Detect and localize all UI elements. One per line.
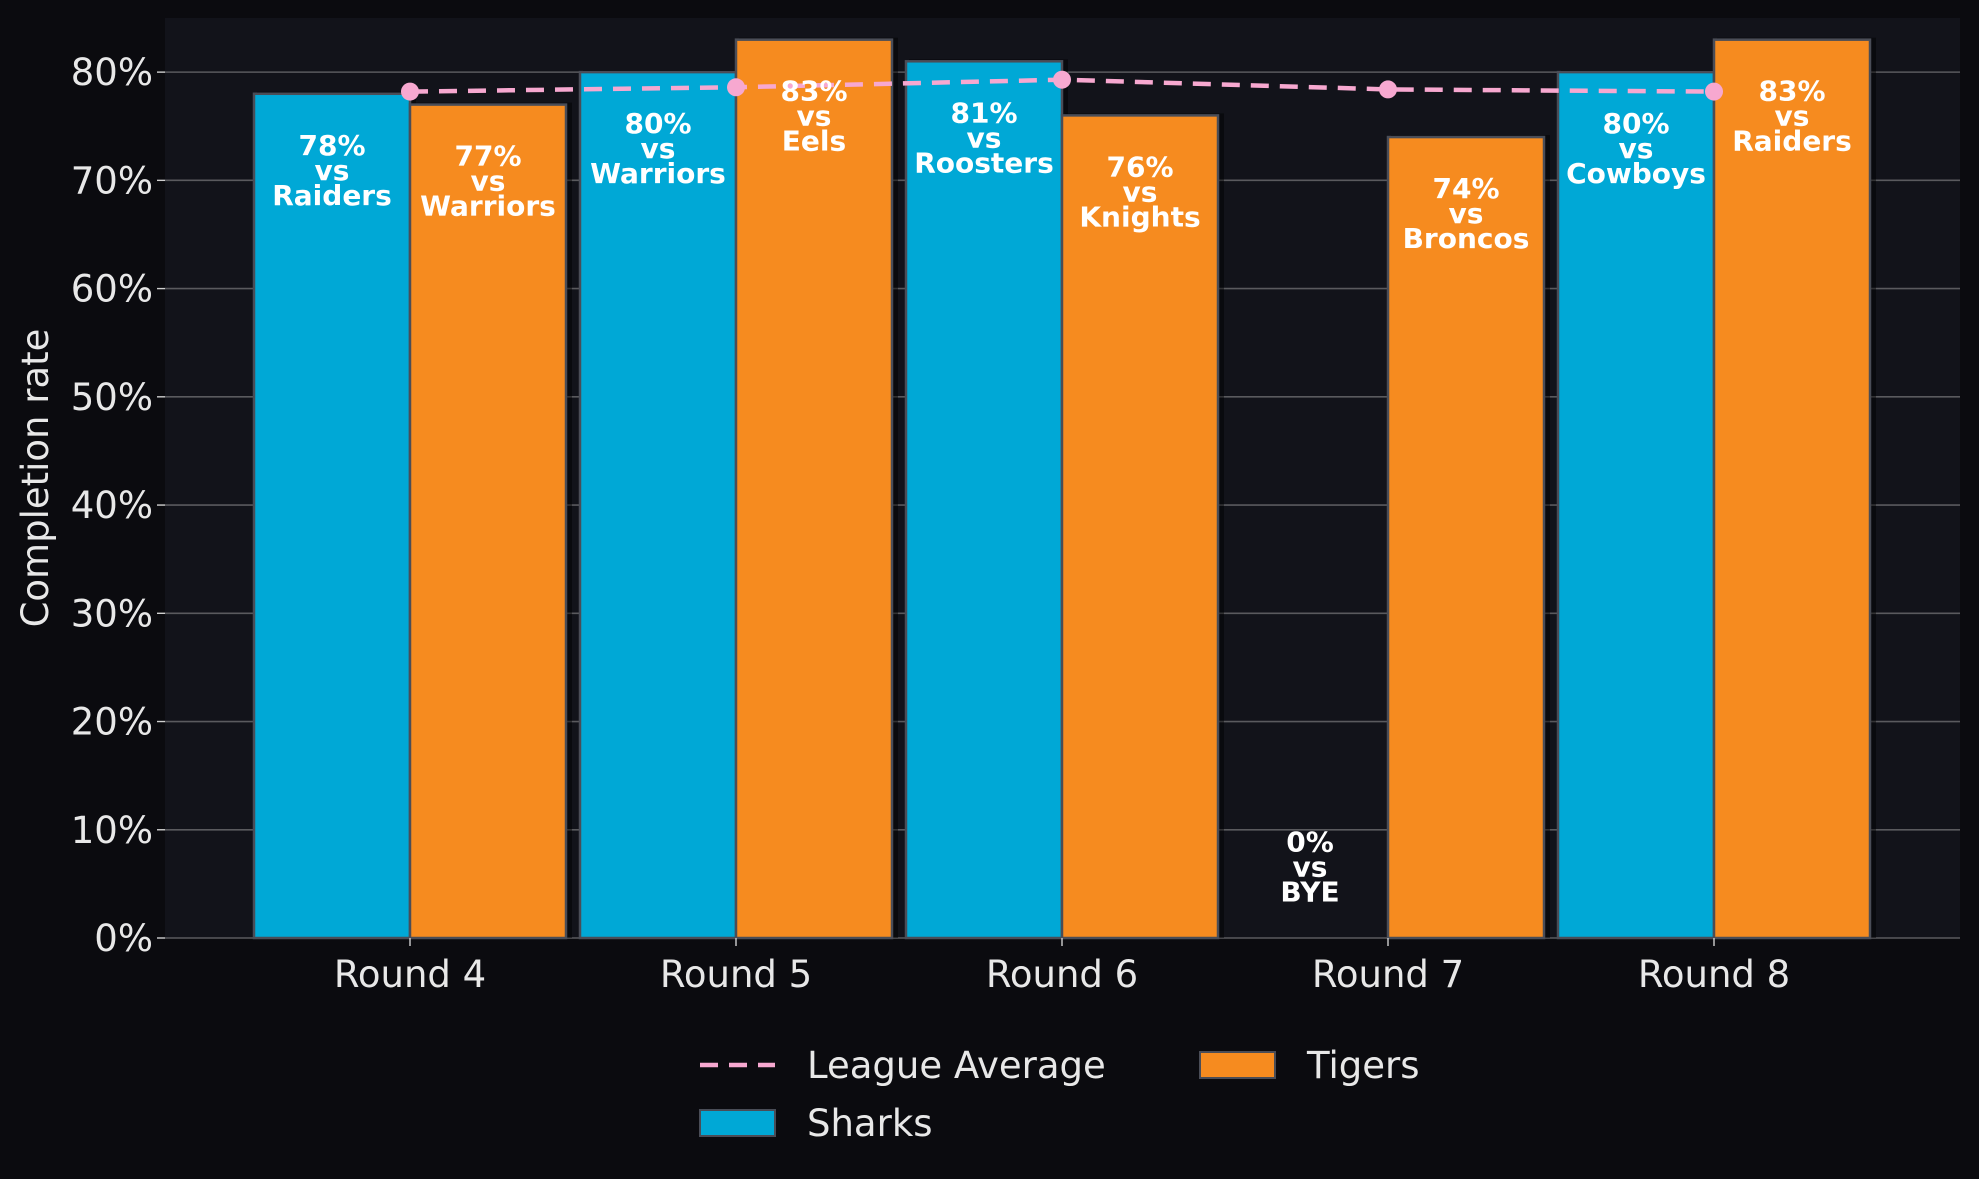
x-tick-label: Round 7	[1312, 953, 1464, 996]
y-tick-label: 0%	[94, 917, 153, 960]
bar-labels: 78%vsRaiders80%vsWarriors81%vsRoosters0%…	[272, 75, 1852, 909]
tigers-bar	[1712, 38, 1872, 940]
y-tick-label: 60%	[71, 268, 153, 311]
bar-data-label: 81%	[950, 96, 1017, 129]
league-average-point	[1379, 80, 1397, 99]
bar-data-label: vs	[641, 132, 676, 165]
bar-data-label: 83%	[780, 75, 847, 108]
sharks-bar	[1556, 70, 1716, 940]
bar-data-label: vs	[1619, 132, 1654, 165]
bar-data-label: Raiders	[272, 179, 392, 212]
bar-data-label: vs	[1293, 850, 1328, 883]
league-average-line	[401, 70, 1723, 101]
y-tick-label: 10%	[71, 809, 153, 852]
league-average-point	[727, 78, 745, 97]
x-axis-ticks: Round 4 Round 5 Round 6 Round 7 Round 8	[334, 938, 1790, 996]
sharks-bar	[252, 92, 412, 940]
bar-data-label: 83%	[1758, 75, 1825, 108]
tigers-bar	[408, 103, 568, 940]
y-tick-label: 50%	[71, 376, 153, 419]
bar-data-label: Knights	[1079, 200, 1200, 233]
tigers-bar	[1060, 114, 1220, 940]
x-tick-label: Round 5	[660, 953, 812, 996]
bar-data-label: Warriors	[590, 157, 726, 190]
bar-data-label: 77%	[454, 140, 521, 173]
bar-data-label: 78%	[298, 129, 365, 162]
sharks-bar	[578, 70, 738, 940]
league-average-point	[401, 82, 419, 101]
x-tick-label: Round 4	[334, 953, 486, 996]
y-axis-title: Completion rate	[14, 329, 57, 628]
tigers-bar	[1386, 135, 1546, 940]
bar-data-label: Raiders	[1732, 125, 1852, 158]
bar-data-label: vs	[1123, 175, 1158, 208]
y-tick-label: 70%	[71, 159, 153, 202]
bar-data-label: Cowboys	[1566, 157, 1706, 190]
bar-data-label: 74%	[1432, 172, 1499, 205]
bar-data-label: Warriors	[420, 190, 556, 223]
bars	[252, 38, 1872, 940]
y-tick-label: 80%	[71, 51, 153, 94]
league-average-point	[1053, 70, 1071, 89]
bar-data-label: vs	[471, 165, 506, 198]
bar-data-label: 80%	[1602, 107, 1669, 140]
league-average-point	[1705, 82, 1723, 101]
bar-data-label: 0%	[1286, 825, 1334, 858]
y-tick-label: 40%	[71, 484, 153, 527]
legend-swatch-sharks	[699, 1109, 776, 1137]
bar-data-label: BYE	[1280, 875, 1339, 908]
bar-data-label: Eels	[782, 125, 846, 158]
tigers-bar	[734, 38, 894, 940]
bar-data-label: 80%	[624, 107, 691, 140]
bar-data-label: Roosters	[914, 146, 1054, 179]
legend-label: League Average	[807, 1044, 1106, 1087]
y-tick-label: 20%	[71, 701, 153, 744]
y-tick-label: 30%	[71, 592, 153, 635]
sharks-bar	[904, 60, 1064, 940]
legend-label: Sharks	[807, 1102, 933, 1145]
legend-label: Tigers	[1306, 1044, 1419, 1087]
bar-data-label: Broncos	[1403, 222, 1530, 255]
bar-data-label: vs	[1449, 197, 1484, 230]
y-axis-ticks: 0% 10% 20% 30% 40% 50% 60% 70% 80%	[71, 51, 165, 960]
x-tick-label: Round 6	[986, 953, 1138, 996]
legend-swatch-tigers	[1199, 1051, 1276, 1079]
bar-data-label: vs	[797, 100, 832, 133]
bar-data-label: 76%	[1106, 150, 1173, 183]
x-tick-label: Round 8	[1638, 953, 1790, 996]
bar-data-label: vs	[315, 154, 350, 187]
bar-data-label: vs	[1775, 100, 1810, 133]
bar-data-label: vs	[967, 121, 1002, 154]
legend: League Average Sharks Tigers	[699, 1044, 1419, 1145]
